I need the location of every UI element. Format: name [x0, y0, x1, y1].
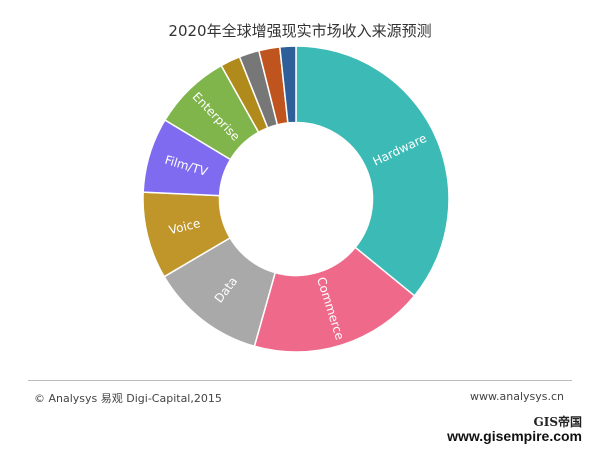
site-badge-name: GIS帝国 [533, 415, 582, 429]
chart-title: 2020年全球增强现实市场收入来源预测 [168, 22, 432, 40]
site-badge-url: www.gisempire.com [447, 427, 582, 444]
site-badge: GIS帝国 www.gisempire.com [447, 416, 582, 443]
donut-slice [253, 246, 416, 353]
source-url: www.analysys.cn [470, 390, 564, 403]
footer-divider [28, 380, 572, 381]
donut-slice [295, 45, 450, 297]
donut-slice [278, 45, 297, 124]
source-credit: © Analysys 易观 Digi-Capital,2015 [34, 392, 222, 405]
